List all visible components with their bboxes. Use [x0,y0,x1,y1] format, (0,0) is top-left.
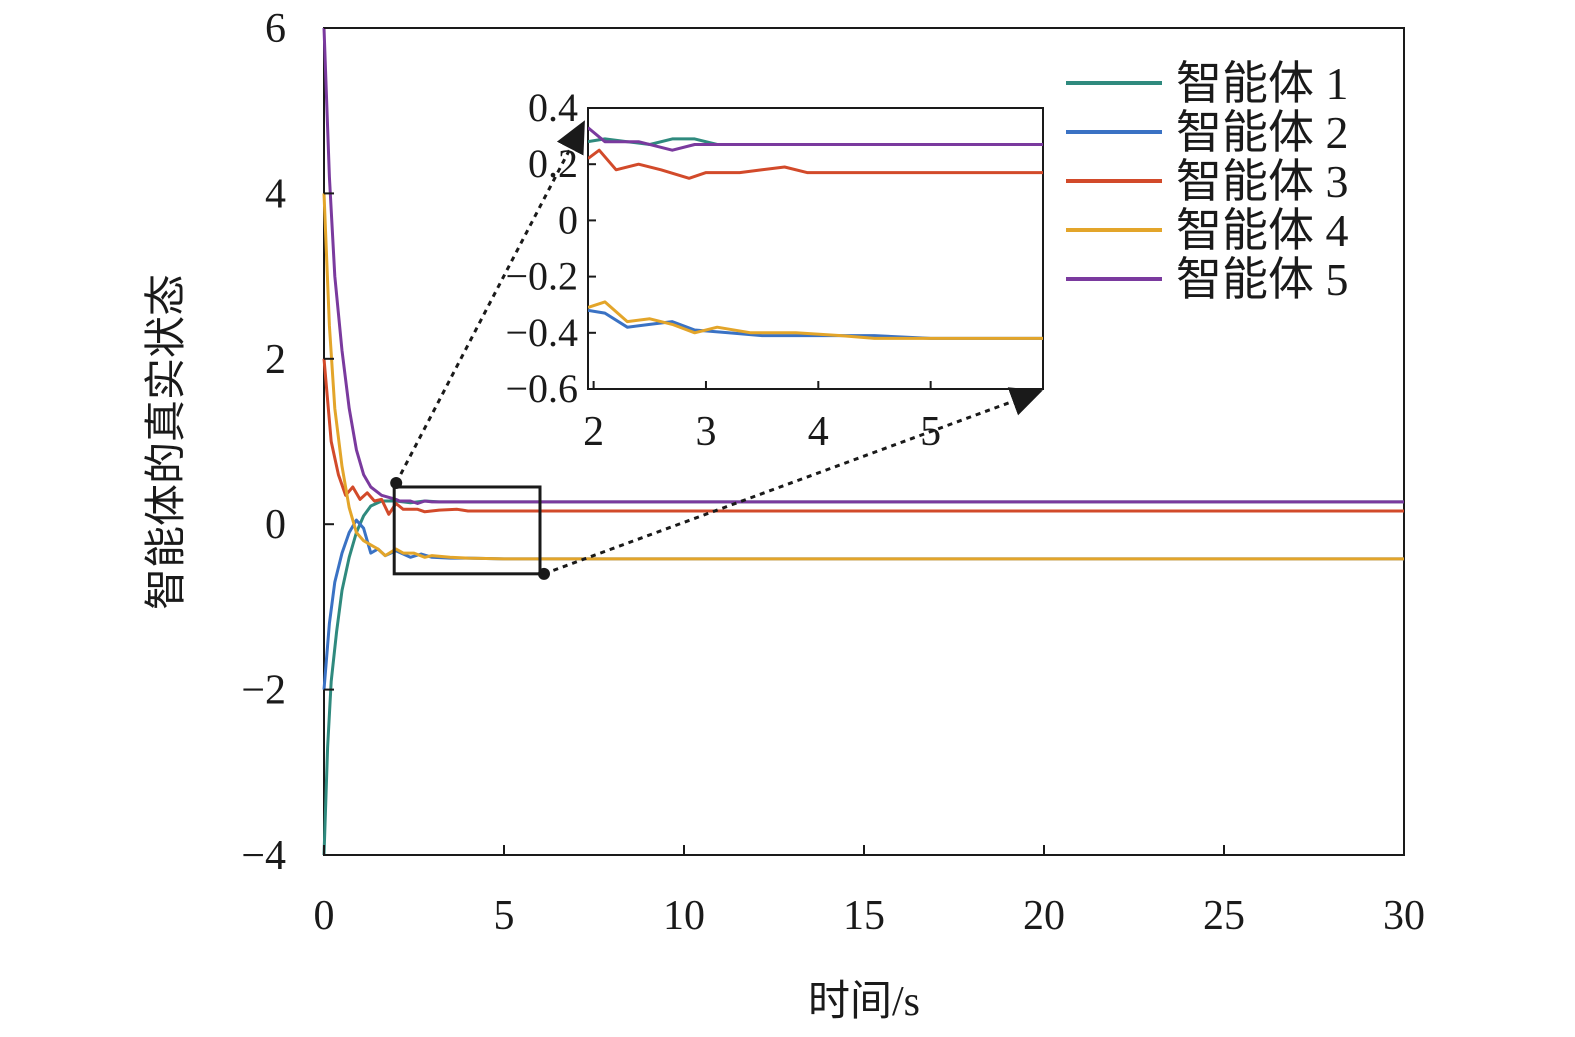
series-line-4 [322,193,1404,561]
y-tick-label: 0 [265,502,286,548]
inset-plot: 23450.40.20−0.2−0.4−0.6 [505,85,1044,455]
series-line-2 [322,518,1404,690]
zoom-connector-bottom [543,387,1043,576]
inset-series-line-4 [588,300,1043,340]
y-tick-label: −4 [241,833,286,879]
y-axis-label: 智能体的真实状态 [143,274,190,610]
inset-x-tick-label: 2 [583,409,604,455]
x-tick-label: 15 [843,893,885,939]
y-tick-label: −2 [241,668,286,714]
zoom-annotation [390,120,1043,580]
x-tick-label: 10 [663,893,705,939]
inset-y-tick-label: 0 [558,197,578,242]
inset-y-tick-label: 0.4 [528,85,578,130]
inset-x-tick-label: 3 [695,409,716,455]
legend-label: 智能体 1 [1176,58,1349,109]
inset-frame [587,107,1044,390]
legend-label: 智能体 2 [1176,107,1349,158]
inset-lines [588,126,1043,340]
series-line-5 [322,27,1404,505]
y-tick-label: 6 [265,6,286,52]
inset-series-line-3 [588,148,1043,180]
inset-y-tick-label: −0.2 [505,254,578,299]
inset-y-tick-label: −0.6 [505,366,578,411]
y-tick-label: 2 [265,337,286,383]
x-tick-label: 20 [1023,893,1065,939]
legend-label: 智能体 3 [1176,156,1349,207]
x-axis-label: 时间/s [808,979,920,1025]
zoom-box [392,485,542,576]
series-line-1 [322,499,1404,856]
inset-series-line-5 [588,126,1043,152]
x-tick-label: 30 [1383,893,1425,939]
x-tick-label: 0 [314,893,335,939]
x-tick-label: 25 [1203,893,1245,939]
x-tick-label: 5 [494,893,515,939]
inset-x-tick-label: 4 [808,409,829,455]
zoom-connector-top [394,120,586,484]
legend-label: 智能体 5 [1176,254,1349,305]
legend-label: 智能体 4 [1176,205,1349,256]
zoom-anchor-dot [390,476,403,489]
y-tick-label: 4 [265,171,286,217]
inset-y-tick-label: −0.4 [505,310,578,355]
inset-series-line-2 [588,308,1043,340]
zoom-anchor-dot [538,567,550,580]
